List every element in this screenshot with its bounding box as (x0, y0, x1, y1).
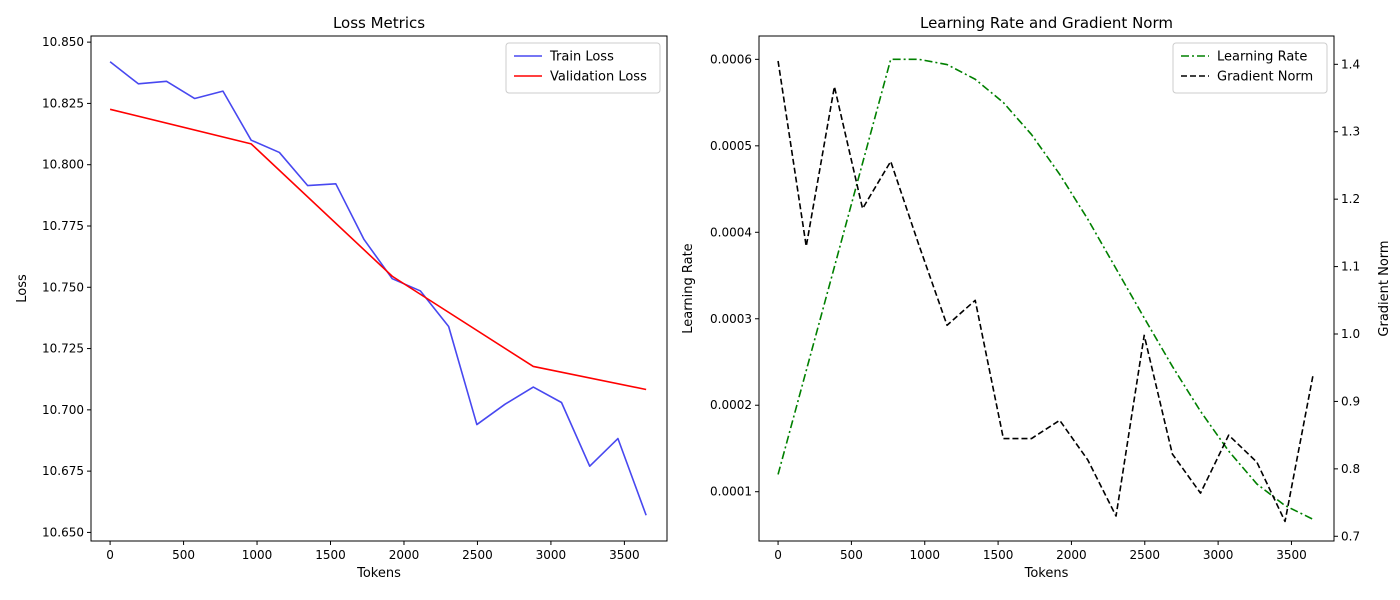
chart2-x-tick-label: 2000 (1056, 548, 1087, 562)
chart2-y-axis-label: Learning Rate (681, 243, 696, 333)
chart1-y-tick-label: 10.825 (42, 96, 84, 110)
chart1-y-tick-label: 10.775 (42, 219, 84, 233)
chart2-x-tick-label: 0 (774, 548, 782, 562)
chart1-x-axis-label: Tokens (356, 566, 401, 581)
chart1-series-validation-loss-line (109, 108, 647, 391)
chart1-y-tick-label: 10.650 (42, 525, 84, 539)
chart2-y-right-tick-label: 1.0 (1341, 327, 1360, 341)
chart1-x-tick-label: 3500 (609, 548, 640, 562)
chart2-x-tick-label: 1000 (909, 548, 940, 562)
chart1-y-tick-label: 10.700 (42, 403, 84, 417)
chart2-y-right-tick-label: 0.9 (1341, 394, 1360, 408)
chart1-x-tick-label: 2000 (389, 548, 420, 562)
chart1-x-tick-label: 1500 (315, 548, 346, 562)
chart2-y-tick-label: 0.0003 (710, 312, 752, 326)
chart2-x-axis-label: Tokens (1024, 566, 1069, 581)
chart1-x-tick-label: 1000 (242, 548, 273, 562)
chart2-title: Learning Rate and Gradient Norm (920, 14, 1173, 32)
chart2-y-right-tick-label: 1.2 (1341, 192, 1360, 206)
chart2-plot-frame (758, 35, 1335, 542)
chart2-y-right-tick-label: 1.1 (1341, 260, 1360, 274)
chart2-legend (1172, 42, 1328, 94)
chart1-legend-label-validation-loss: Validation Loss (550, 70, 647, 85)
chart2-x-tick-label: 2500 (1130, 548, 1161, 562)
chart2-x-tick-label: 3000 (1203, 548, 1234, 562)
chart1-legend-label-train-loss: Train Loss (549, 50, 614, 65)
chart2-y-right-tick-label: 0.8 (1341, 462, 1360, 476)
chart2-series-gradient-norm-line (777, 60, 1314, 523)
chart2-y-right-tick-label: 1.4 (1341, 57, 1360, 71)
chart1-y-tick-label: 10.850 (42, 35, 84, 49)
chart2-y-tick-label: 0.0002 (710, 398, 752, 412)
chart2-series-learning-rate-line (777, 58, 1314, 521)
chart1-y-tick-label: 10.675 (42, 464, 84, 478)
chart1-x-tick-label: 500 (172, 548, 195, 562)
chart1-y-axis-label: Loss (15, 274, 30, 303)
chart1-y-tick-label: 10.750 (42, 280, 84, 294)
chart2-y-tick-label: 0.0006 (710, 52, 752, 66)
chart2-x-tick-label: 500 (840, 548, 863, 562)
chart1-title: Loss Metrics (333, 14, 425, 32)
chart1-x-tick-label: 3000 (536, 548, 567, 562)
chart1-x-tick-label: 0 (106, 548, 114, 562)
chart2-y-right-tick-label: 1.3 (1341, 125, 1360, 139)
chart2-y-right-axis-label: Gradient Norm (1377, 240, 1392, 336)
chart2-y-tick-label: 0.0005 (710, 139, 752, 153)
chart1-plot-frame (90, 35, 668, 542)
chart2-y-tick-label: 0.0004 (710, 225, 752, 239)
chart2-y-right-tick-label: 0.7 (1341, 529, 1360, 543)
chart1-y-tick-label: 10.800 (42, 158, 84, 172)
chart2-legend-label-gradient-norm: Gradient Norm (1217, 70, 1313, 85)
chart1-series-train-loss-line (109, 61, 647, 516)
chart1-x-tick-label: 2500 (462, 548, 493, 562)
chart2-x-tick-label: 1500 (983, 548, 1014, 562)
chart2-y-tick-label: 0.0001 (710, 485, 752, 499)
chart2-x-tick-label: 3500 (1276, 548, 1307, 562)
chart1-legend (505, 42, 661, 94)
chart2-legend-label-learning-rate: Learning Rate (1217, 50, 1307, 65)
chart1-y-tick-label: 10.725 (42, 342, 84, 356)
